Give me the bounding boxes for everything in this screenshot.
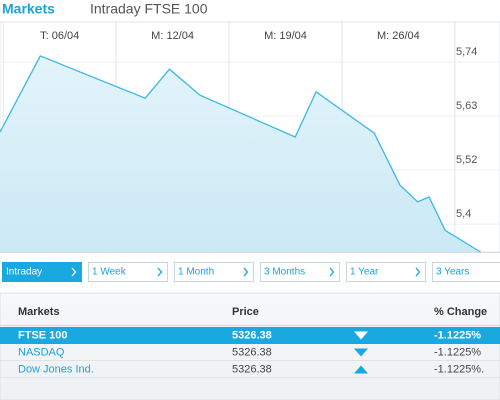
tab[interactable] — [2, 262, 82, 282]
tab-bar: Intraday 1 Week 1 Month 3 Months 1 Year 3 Yea… — [2, 262, 500, 282]
tab[interactable] — [174, 262, 254, 282]
tab-label: 1 Week — [92, 267, 127, 278]
price: 5326.38 — [232, 346, 272, 358]
tab-chevron — [329, 267, 335, 277]
table: Markets Price % Change FTSE 100 5326.38 -1.12… — [0, 306, 500, 378]
chart: 5,74 5,63 5,52 5,4 T: 06/04 M: 12/04 M: 19/04 M… — [0, 22, 500, 253]
x-tick-label: M: 12/04 — [151, 30, 194, 42]
direction-arrow — [354, 348, 368, 357]
tab[interactable] — [260, 262, 340, 282]
percent-change: -1.1225%. — [434, 363, 484, 375]
header-subtitle: Intraday FTSE 100 — [90, 1, 208, 17]
market-name[interactable]: NASDAQ — [18, 346, 65, 358]
tab-chevron — [157, 267, 163, 277]
direction-arrow — [354, 331, 368, 340]
tab-chevron — [71, 267, 77, 277]
column-header: % Change — [434, 306, 487, 318]
tab-label: 1 Month — [178, 267, 214, 278]
percent-change: -1.1225% — [434, 329, 481, 341]
y-tick-label: 5,52 — [456, 154, 477, 166]
x-tick-label: M: 26/04 — [377, 30, 420, 42]
price: 5326.38 — [232, 363, 272, 375]
market-name[interactable]: Dow Jones Ind. — [18, 363, 94, 375]
tab[interactable] — [432, 262, 500, 282]
market-name[interactable]: FTSE 100 — [18, 329, 68, 341]
direction-arrow — [354, 365, 368, 374]
area — [0, 55, 481, 253]
tab-label: 1 Year — [350, 267, 379, 278]
row-highlight[interactable] — [0, 327, 500, 344]
tab[interactable] — [346, 262, 426, 282]
tab-label: Intraday — [6, 267, 42, 278]
x-tick-label: M: 19/04 — [264, 30, 307, 42]
tab-chevron — [415, 267, 421, 277]
price: 5326.38 — [232, 329, 272, 341]
tab-label: 3 Months — [264, 267, 305, 278]
tab-chevron — [243, 267, 249, 277]
y-tick-label: 5,74 — [456, 46, 477, 58]
y-tick-label: 5,63 — [456, 100, 477, 112]
tab[interactable] — [88, 262, 168, 282]
column-header: Markets — [18, 306, 60, 318]
table-panel — [0, 292, 500, 400]
column-header: Price — [232, 306, 259, 318]
x-tick-label: T: 06/04 — [40, 30, 79, 42]
y-tick-label: 5,4 — [456, 208, 471, 220]
percent-change: -1.1225% — [434, 346, 481, 358]
tab-label: 3 Years — [436, 267, 469, 278]
line — [0, 55, 481, 253]
header-title: Markets — [2, 1, 55, 17]
